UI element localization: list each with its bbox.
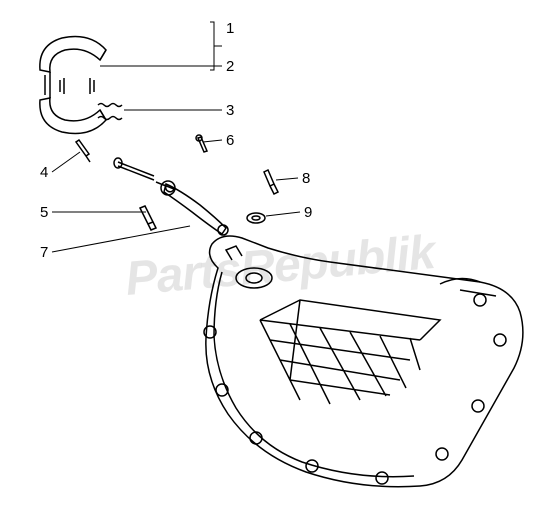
callout-2: 2 — [226, 58, 234, 75]
parts-illustration — [0, 0, 560, 532]
parts-diagram: PartsRepublik — [0, 0, 560, 532]
callout-1: 1 — [226, 20, 234, 37]
callout-5: 5 — [40, 204, 48, 221]
callout-7: 7 — [40, 244, 48, 261]
callout-3: 3 — [226, 102, 234, 119]
callout-8: 8 — [302, 170, 310, 187]
callout-6: 6 — [226, 132, 234, 149]
callout-9: 9 — [304, 204, 312, 221]
callout-4: 4 — [40, 164, 48, 181]
